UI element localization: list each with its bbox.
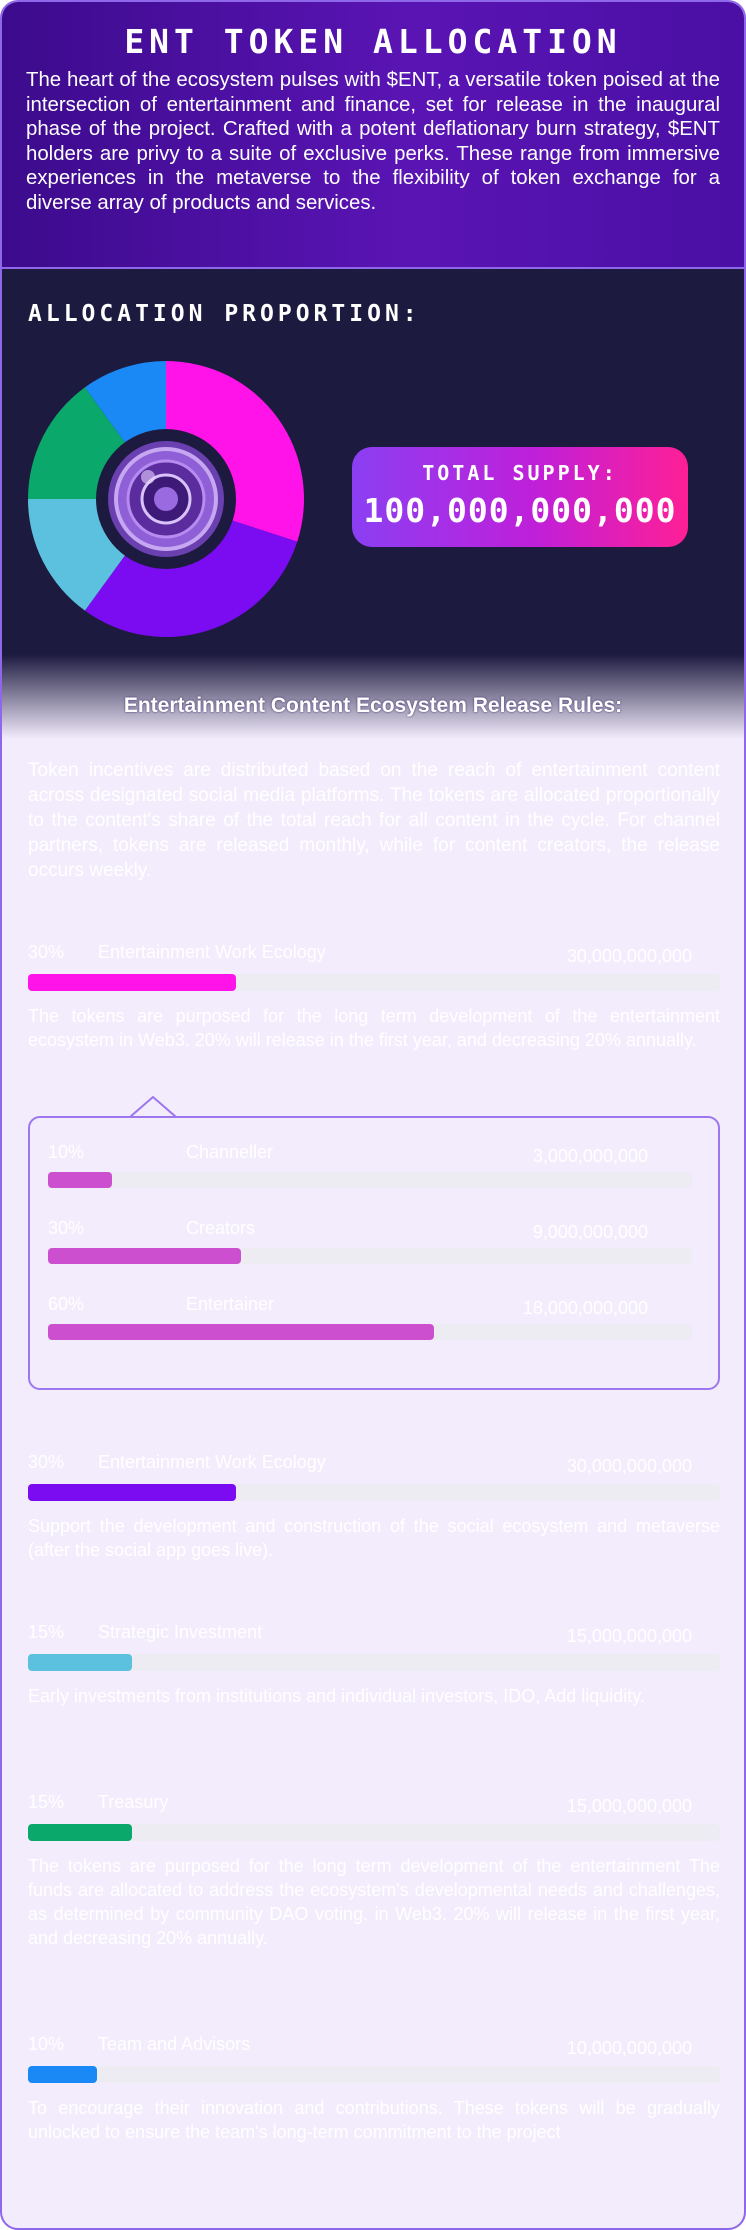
- row-amount: 10,000,000,000: [566, 2038, 692, 2058]
- callout-pointer: [130, 1096, 176, 1118]
- row-amount: 15,000,000,000: [566, 1796, 692, 1816]
- ent-coin-logo: [108, 441, 224, 557]
- row-name: Team and Advisors: [98, 2034, 251, 2054]
- row-description: The tokens are purposed for the long ter…: [28, 1006, 720, 1050]
- total-supply-label: TOTAL SUPPLY:: [422, 461, 618, 485]
- row-percent: 30%: [28, 942, 65, 962]
- sub-row-percent: 30%: [48, 1218, 85, 1238]
- allocation-heading: ALLOCATION PROPORTION:: [28, 301, 421, 327]
- sub-row-amount: 3,000,000,000: [532, 1146, 648, 1166]
- progress-track: [28, 1484, 720, 1501]
- row-description: Early investments from institutions and …: [28, 1686, 645, 1706]
- progress-fill: [28, 1484, 236, 1501]
- allocation-donut-chart: [28, 361, 304, 637]
- row-percent: 15%: [28, 1622, 65, 1642]
- sub-progress-fill: [48, 1324, 435, 1340]
- total-supply-value: 100,000,000,000: [363, 491, 677, 530]
- sub-allocation-box: 10% Channeller 3,000,000,000 30% Creator…: [28, 1116, 720, 1390]
- row-percent: 10%: [28, 2034, 65, 2054]
- progress-track: [28, 1654, 720, 1671]
- progress-fill: [28, 1654, 132, 1671]
- sub-row-percent: 10%: [48, 1142, 85, 1162]
- sub-row-amount: 18,000,000,000: [522, 1298, 648, 1318]
- progress-track: [28, 1824, 720, 1841]
- row-amount: 15,000,000,000: [566, 1626, 692, 1646]
- intro-text: The heart of the ecosystem pulses with $…: [26, 69, 720, 214]
- progress-fill: [28, 1824, 132, 1841]
- row-name: Strategic Investment: [98, 1622, 263, 1642]
- row-description: The tokens are purposed for the long ter…: [28, 1856, 720, 1948]
- sub-progress-track: [48, 1324, 692, 1340]
- sub-progress-track: [48, 1172, 692, 1188]
- header-section: ENT TOKEN ALLOCATION The heart of the ec…: [2, 2, 744, 269]
- row-name: Entertainment Work Ecology: [98, 942, 326, 962]
- row-name: Entertainment Work Ecology: [98, 1452, 326, 1472]
- row-name: Treasury: [98, 1792, 169, 1812]
- row-description: Support the development and construction…: [28, 1516, 720, 1560]
- row-amount: 30,000,000,000: [566, 946, 692, 966]
- allocation-section: ALLOCATION PROPORTION: TOTAL SUPPLY: 100…: [2, 269, 744, 739]
- donut-slice-2: [84, 499, 298, 637]
- sub-progress-fill: [48, 1248, 242, 1264]
- row-percent: 15%: [28, 1792, 65, 1812]
- release-rules-title: Entertainment Content Ecosystem Release …: [123, 694, 623, 717]
- row-amount: 30,000,000,000: [566, 1456, 692, 1476]
- progress-track: [28, 974, 720, 991]
- sub-row-name: Creators: [186, 1218, 256, 1238]
- total-supply-badge: TOTAL SUPPLY: 100,000,000,000: [352, 447, 688, 547]
- row-description: To encourage their innovation and contri…: [28, 2098, 720, 2142]
- progress-track: [28, 2066, 720, 2083]
- progress-fill: [28, 974, 236, 991]
- sub-row-amount: 9,000,000,000: [532, 1222, 648, 1242]
- sub-row-name: Entertainer: [186, 1294, 275, 1314]
- sub-row-name: Channeller: [186, 1142, 274, 1162]
- page-title: ENT TOKEN ALLOCATION: [124, 22, 622, 61]
- sub-row-percent: 60%: [48, 1294, 85, 1314]
- release-rules-text: Token incentives are distributed based o…: [28, 760, 720, 881]
- sub-progress-fill: [48, 1172, 113, 1188]
- sub-progress-track: [48, 1248, 692, 1264]
- row-percent: 30%: [28, 1452, 65, 1472]
- progress-fill: [28, 2066, 98, 2083]
